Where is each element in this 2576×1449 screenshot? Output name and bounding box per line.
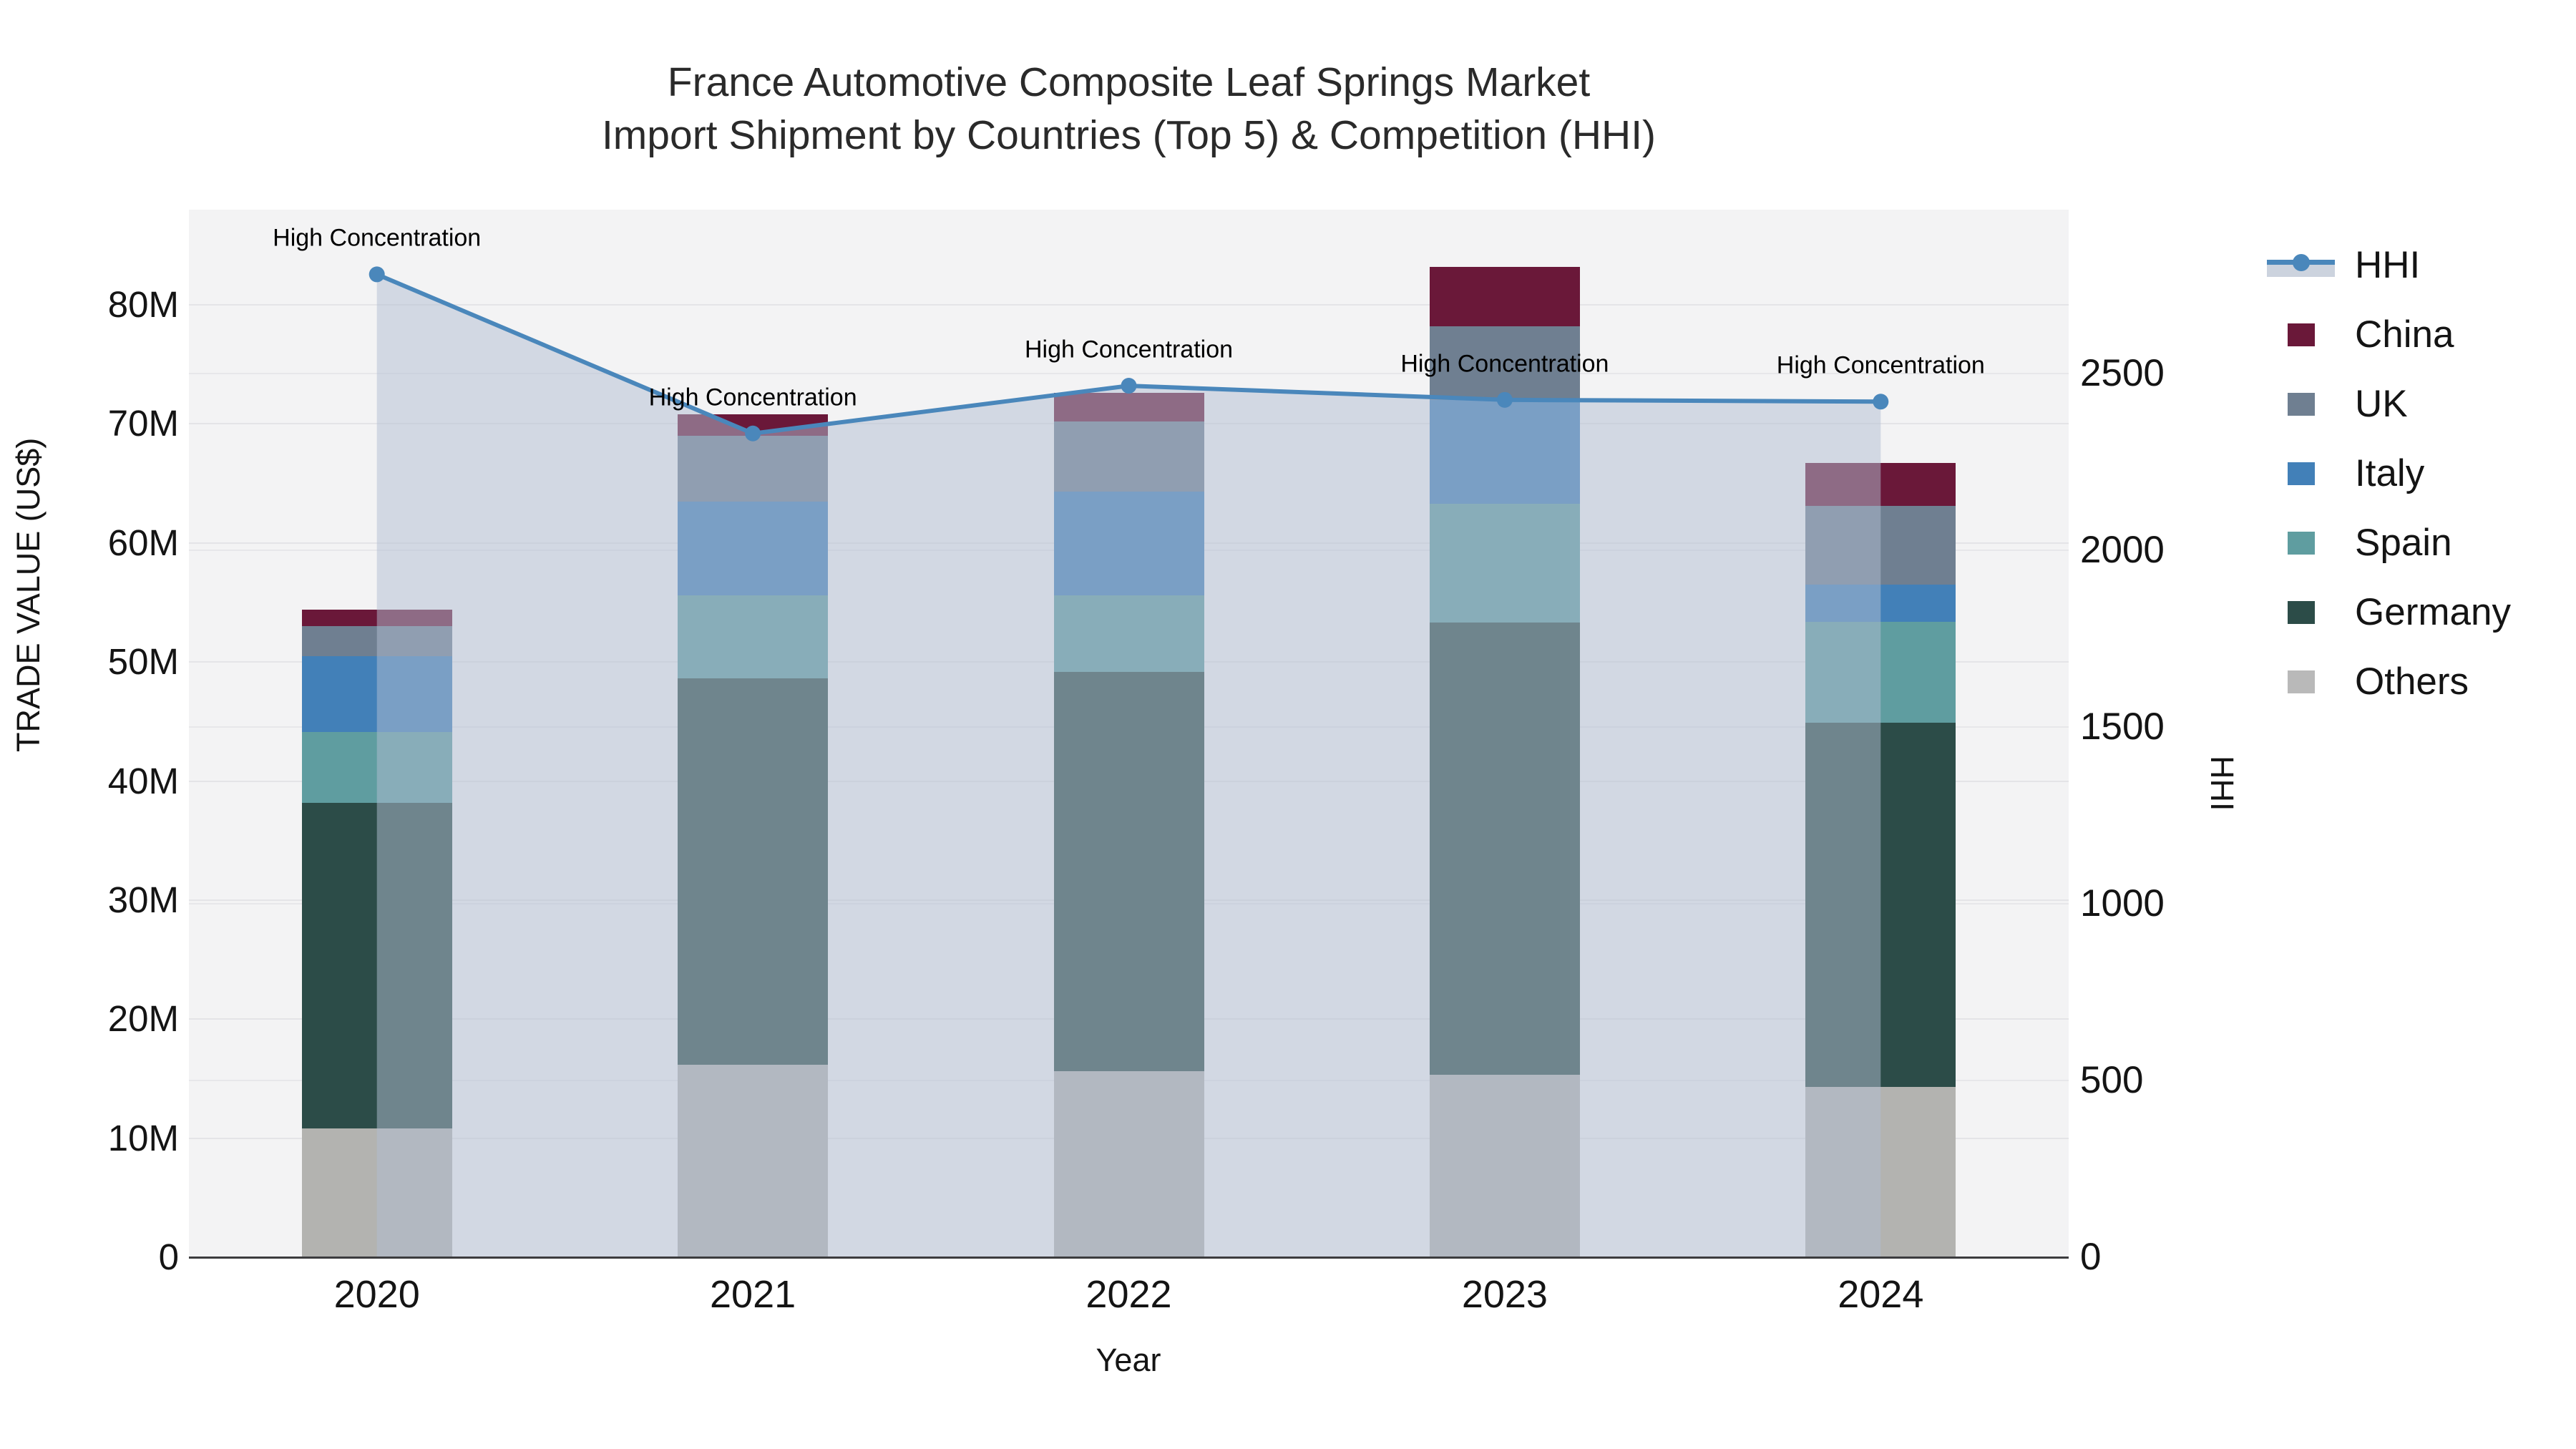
hhi-marker-glyph [2292, 253, 2310, 271]
right-axis-title-wrap: HHI [2203, 756, 2240, 811]
left-tick-70M: 70M [107, 403, 179, 444]
right-tick-2500: 2500 [2080, 351, 2165, 394]
legend-color-swatch [2287, 392, 2315, 416]
legend-item-spain[interactable]: Spain [2267, 508, 2511, 577]
hhi-marker-2022[interactable] [1121, 378, 1137, 394]
annotation-high-concentration-2023: High Concentration [1400, 350, 1609, 378]
right-tick-1500: 1500 [2080, 705, 2165, 748]
gridline-right-2500 [189, 372, 2069, 374]
others-swatch-icon [2267, 670, 2335, 693]
right-axis-title: HHI [2204, 756, 2240, 811]
legend-item-uk[interactable]: UK [2267, 369, 2511, 439]
legend-label-spain: Spain [2355, 522, 2452, 564]
legend-color-swatch [2287, 462, 2315, 485]
legend-label-others: Others [2355, 660, 2469, 703]
italy-swatch-icon [2267, 462, 2335, 485]
annotation-high-concentration-2020: High Concentration [273, 224, 482, 252]
gridline-left-80 [189, 304, 2069, 306]
left-tick-0: 0 [158, 1236, 179, 1277]
hhi-marker-2021[interactable] [745, 425, 761, 441]
legend-color-swatch [2287, 600, 2315, 624]
bar-segment-china-2023[interactable] [1429, 266, 1580, 327]
bar-segment-uk-2023[interactable] [1429, 326, 1580, 401]
china-swatch-icon [2267, 323, 2335, 346]
left-tick-50M: 50M [107, 641, 179, 683]
annotation-high-concentration-2021: High Concentration [648, 384, 857, 411]
left-tick-10M: 10M [107, 1117, 179, 1158]
spain-swatch-icon [2267, 531, 2335, 555]
legend-item-italy[interactable]: Italy [2267, 439, 2511, 508]
legend-color-swatch [2287, 670, 2315, 693]
legend-color-swatch [2287, 323, 2315, 346]
legend-item-others[interactable]: Others [2267, 647, 2511, 716]
hhi-marker-2023[interactable] [1496, 391, 1513, 408]
right-tick-500: 500 [2080, 1058, 2144, 1101]
legend-label-uk: UK [2355, 383, 2408, 425]
x-tick-2022: 2022 [1085, 1273, 1172, 1316]
legend-label-hhi: HHI [2355, 244, 2421, 286]
chart-title-line2: Import Shipment by Countries (Top 5) & C… [601, 112, 1657, 158]
hhi-area-swatch [2267, 253, 2335, 277]
left-tick-30M: 30M [107, 879, 179, 920]
right-tick-2000: 2000 [2080, 528, 2165, 571]
hhi-marker-2024[interactable] [1873, 394, 1889, 410]
left-tick-60M: 60M [107, 522, 179, 563]
left-tick-40M: 40M [107, 760, 179, 801]
left-tick-80M: 80M [107, 284, 179, 326]
x-tick-2020: 2020 [333, 1273, 420, 1316]
annotation-high-concentration-2024: High Concentration [1776, 351, 1985, 379]
x-axis-title: Year [1096, 1342, 1161, 1378]
right-tick-0: 0 [2080, 1236, 2102, 1278]
hhi-line-swatch [2267, 253, 2335, 277]
legend-item-china[interactable]: China [2267, 300, 2511, 369]
chart-title-line1: France Automotive Composite Leaf Springs… [667, 59, 1591, 105]
legend-label-italy: Italy [2355, 452, 2425, 494]
left-tick-20M: 20M [107, 998, 179, 1040]
legend: HHI China UK Italy Spain Germany Others [2267, 230, 2511, 716]
x-tick-2024: 2024 [1838, 1273, 1924, 1316]
x-axis-line [189, 1257, 2069, 1259]
legend-label-germany: Germany [2355, 591, 2511, 633]
hhi-line-layer [369, 266, 1889, 1257]
right-tick-1000: 1000 [2080, 882, 2165, 924]
x-tick-2023: 2023 [1461, 1273, 1548, 1316]
legend-item-germany[interactable]: Germany [2267, 577, 2511, 647]
legend-item-hhi[interactable]: HHI [2267, 230, 2511, 300]
hhi-marker-2020[interactable] [369, 266, 385, 283]
left-axis-title-wrap: TRADE VALUE (US$) [10, 438, 47, 752]
germany-swatch-icon [2267, 600, 2335, 624]
legend-color-swatch [2287, 531, 2315, 555]
chart-title: France Automotive Composite Leaf Springs… [189, 56, 2069, 162]
legend-label-china: China [2355, 313, 2454, 356]
hhi-area-fill [376, 274, 1881, 1257]
plot-area: High Concentration High Concentration High… [189, 210, 2069, 1259]
annotation-high-concentration-2022: High Concentration [1024, 336, 1234, 364]
x-tick-2021: 2021 [710, 1273, 796, 1316]
uk-swatch-icon [2267, 392, 2335, 416]
left-axis-title: TRADE VALUE (US$) [10, 437, 47, 752]
